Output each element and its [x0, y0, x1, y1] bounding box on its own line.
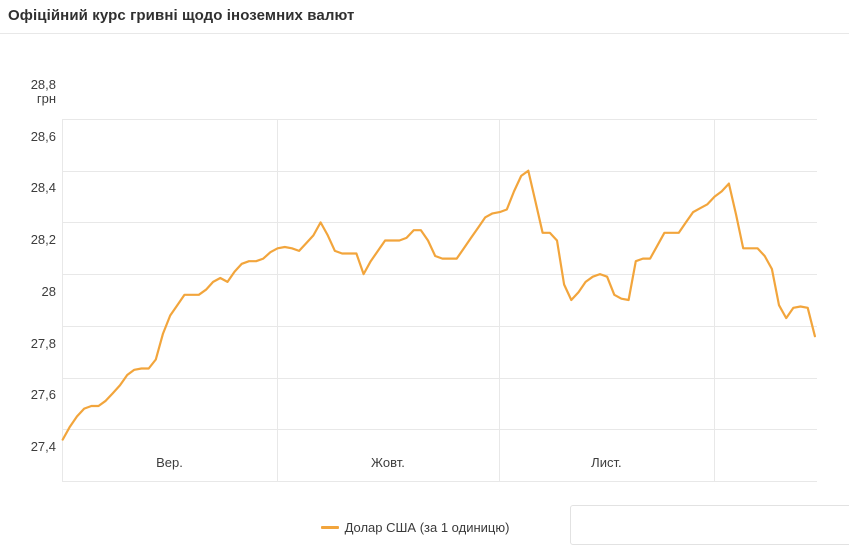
legend-dash-icon — [320, 525, 339, 529]
usd-series-line — [61, 169, 817, 441]
y-axis-unit-label: грн — [36, 91, 56, 106]
page-title: Офіційний курс гривні щодо іноземних вал… — [8, 7, 355, 24]
title-separator — [0, 33, 849, 34]
y-tick-label: 28 — [41, 283, 56, 299]
chart-canvas — [61, 119, 817, 482]
bottom-right-panel — [570, 505, 849, 545]
x-month-label: Лист. — [591, 455, 622, 470]
y-tick-label: 28,2 — [30, 232, 56, 248]
y-tick-label: 27,6 — [30, 387, 56, 403]
y-tick-label: 28,4 — [30, 180, 56, 196]
y-tick-label: 27,8 — [30, 335, 56, 351]
exchange-rate-chart: грн 28,8 28,6 28,4 28,2 28 27,8 27,6 27,4 Вер. Ж… — [0, 34, 849, 535]
y-tick-label: 27,4 — [30, 439, 56, 454]
x-month-label: Жовт. — [371, 455, 405, 470]
y-tick-label: 28,6 — [30, 128, 56, 144]
legend-label: Долар США (за 1 одиницю) — [344, 519, 510, 535]
y-tick-label: 28,8 — [30, 77, 56, 92]
x-month-label: Вер. — [156, 455, 183, 470]
